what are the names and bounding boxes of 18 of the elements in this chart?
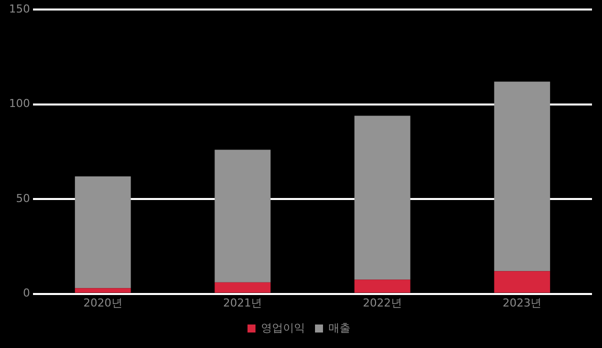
- x-tick-label: 2020년: [83, 296, 122, 310]
- y-tick-label: 50: [16, 192, 30, 205]
- bar: [74, 288, 131, 293]
- bar: [494, 271, 550, 293]
- x-tick-label: 2021년: [223, 296, 262, 310]
- bar: [494, 82, 550, 272]
- bar: [354, 116, 410, 280]
- y-tick-label: 100: [8, 97, 30, 110]
- bar: [214, 282, 271, 293]
- bar: [214, 150, 271, 282]
- bar: [74, 176, 131, 288]
- y-tick-label: 150: [8, 2, 30, 16]
- x-tick-label: 2022년: [362, 296, 402, 310]
- y-tick-label: 0: [22, 286, 30, 300]
- bar: [354, 280, 410, 293]
- legend-label: 영업이익: [261, 321, 305, 334]
- legend-label: 매출: [328, 321, 350, 334]
- x-tick-label: 2023년: [502, 296, 542, 310]
